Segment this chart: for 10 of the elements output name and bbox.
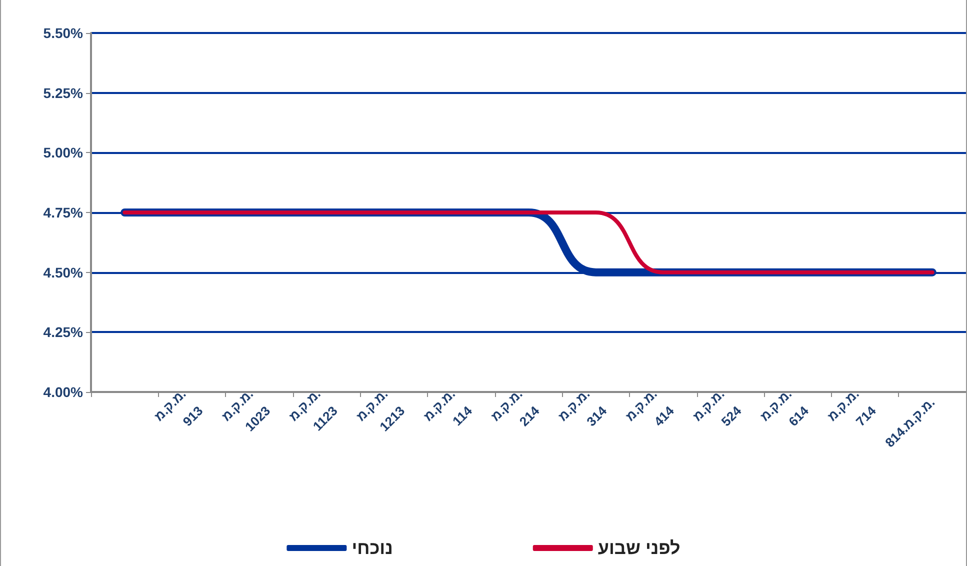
y-tick-label: 5.00% [43, 144, 84, 161]
y-tick-label: 4.50% [43, 264, 84, 280]
y-tick-label: 5.25% [43, 84, 84, 101]
legend-label: לפני שבוע [598, 538, 680, 558]
y-tick-label: 4.25% [43, 324, 84, 340]
legend-label: נוכחי [352, 538, 393, 558]
x-tick-label: 814.מ.ק.מ. [882, 394, 938, 450]
y-tick-label: 5.50% [43, 25, 84, 41]
y-tick-label: 4.75% [43, 204, 84, 220]
y-tick-label: 4.00% [43, 384, 84, 400]
